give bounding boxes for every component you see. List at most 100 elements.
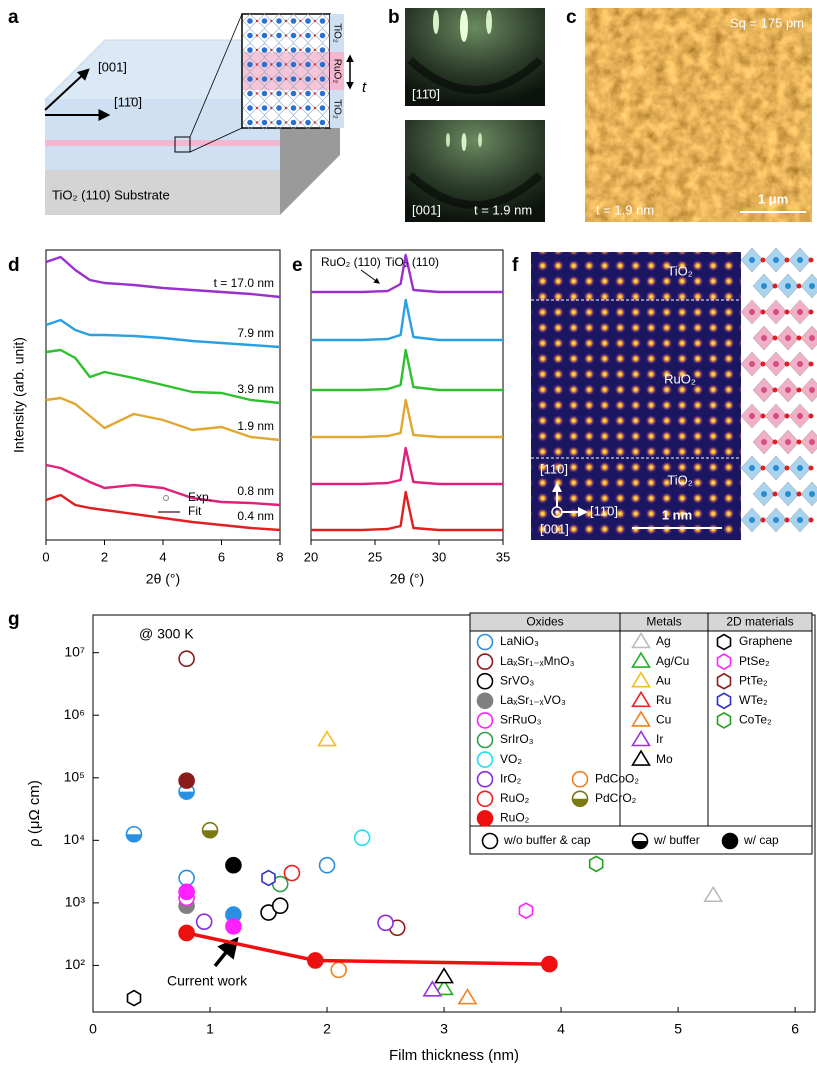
scale-label: 1 μm <box>758 191 788 206</box>
cation <box>773 413 779 419</box>
marker <box>203 823 218 838</box>
marker <box>226 858 241 873</box>
marker-shape <box>718 635 731 650</box>
marker-shape <box>483 834 498 849</box>
crystal-model <box>741 248 817 540</box>
rheed-streak <box>462 133 467 151</box>
x-tick-label: 2 <box>323 1021 331 1037</box>
cation <box>276 76 282 82</box>
cation <box>291 62 297 68</box>
marker-shape <box>320 858 335 873</box>
x-tick-label: 5 <box>674 1021 682 1037</box>
cation <box>797 465 803 471</box>
panel-b: b [11̄0] [001] t = 1.9 nm <box>388 7 545 222</box>
y-tick-label: 10⁵ <box>64 768 85 784</box>
marker <box>478 713 493 728</box>
marker <box>320 858 335 873</box>
marker-shape <box>718 693 731 708</box>
marker-shape <box>718 654 731 669</box>
cation <box>291 33 297 39</box>
marker-shape <box>718 674 731 689</box>
marker <box>179 870 194 885</box>
legend-label: Ir <box>656 732 663 746</box>
marker-shape <box>319 732 336 746</box>
marker <box>573 791 588 806</box>
marker <box>319 732 336 746</box>
marker-shape <box>308 953 323 968</box>
cation <box>785 491 791 497</box>
marker-shape <box>179 884 194 899</box>
marker <box>284 866 299 881</box>
y-axis-label: ρ (μΩ cm) <box>26 780 43 847</box>
cation <box>262 91 268 97</box>
marker-shape <box>436 969 453 983</box>
annotation: Current work <box>167 973 248 989</box>
panel-c: c Sq = 175 pm t = 1.9 nm 1 μm <box>566 7 812 222</box>
marker <box>179 773 194 788</box>
legend-label: LaₓSr₁₋ₓMnO₃ <box>500 654 575 668</box>
cation <box>785 335 791 341</box>
legend-label: RuO₂ <box>500 791 530 805</box>
cation <box>773 361 779 367</box>
y-tick-label: 10² <box>65 956 86 972</box>
cation <box>276 120 282 126</box>
legend-label: Au <box>656 673 671 687</box>
marker <box>718 713 731 728</box>
x-tick-label: 25 <box>368 549 382 564</box>
marker <box>179 925 194 940</box>
legend-label: LaNiO₃ <box>500 634 539 648</box>
marker-shape <box>718 713 731 728</box>
legend-label: w/ buffer <box>653 833 700 847</box>
cation <box>761 387 767 393</box>
direction-label: [110] <box>540 461 568 476</box>
legend-label: Ru <box>656 693 671 707</box>
marker-shape <box>331 962 346 977</box>
inset-ruo2 <box>243 52 329 90</box>
legend-label: Fit <box>188 504 202 518</box>
x-tick-label: 0 <box>42 549 49 564</box>
cation <box>276 47 282 53</box>
layer-label: RuO₂ <box>331 59 342 84</box>
marker-shape <box>542 957 557 972</box>
direction-label: [001] <box>98 59 127 74</box>
marker-shape <box>273 898 288 913</box>
marker <box>478 811 493 826</box>
marker <box>590 856 603 871</box>
x-tick-label: 6 <box>791 1021 799 1037</box>
cation <box>797 361 803 367</box>
marker <box>723 834 738 849</box>
cation <box>320 91 326 97</box>
cation <box>262 120 268 126</box>
marker-shape <box>226 858 241 873</box>
direction-label: [001] <box>540 521 569 536</box>
legend-group-title: 2D materials <box>726 615 793 629</box>
cation <box>761 439 767 445</box>
panel-letter: e <box>292 255 303 276</box>
substrate-label: TiO₂ (110) Substrate <box>52 187 170 202</box>
panel-letter: g <box>8 609 20 630</box>
legend-label: RuO₂ <box>500 811 530 825</box>
marker <box>718 635 731 650</box>
marker <box>478 674 493 689</box>
cation <box>320 33 326 39</box>
annotation: @ 300 K <box>139 626 194 642</box>
panel-a: a TiO₂ RuO₂ TiO₂ t [001] [11̄0] TiO₂ (11… <box>8 7 367 215</box>
legend-label: PtSe₂ <box>739 654 770 668</box>
marker-shape <box>573 772 588 787</box>
cation <box>305 47 311 53</box>
marker <box>459 990 476 1004</box>
cation <box>785 283 791 289</box>
series-line <box>311 400 503 437</box>
oxygen <box>809 310 814 315</box>
marker-shape <box>478 772 493 787</box>
cation <box>809 387 815 393</box>
marker-shape <box>478 791 493 806</box>
legend-label: Graphene <box>739 634 793 648</box>
y-tick-label: 10⁷ <box>64 643 85 659</box>
oxygen <box>809 362 814 367</box>
cation <box>305 76 311 82</box>
cation <box>247 105 253 111</box>
y-tick-label: 10⁶ <box>64 706 85 722</box>
cation <box>305 18 311 24</box>
cation <box>749 309 755 315</box>
